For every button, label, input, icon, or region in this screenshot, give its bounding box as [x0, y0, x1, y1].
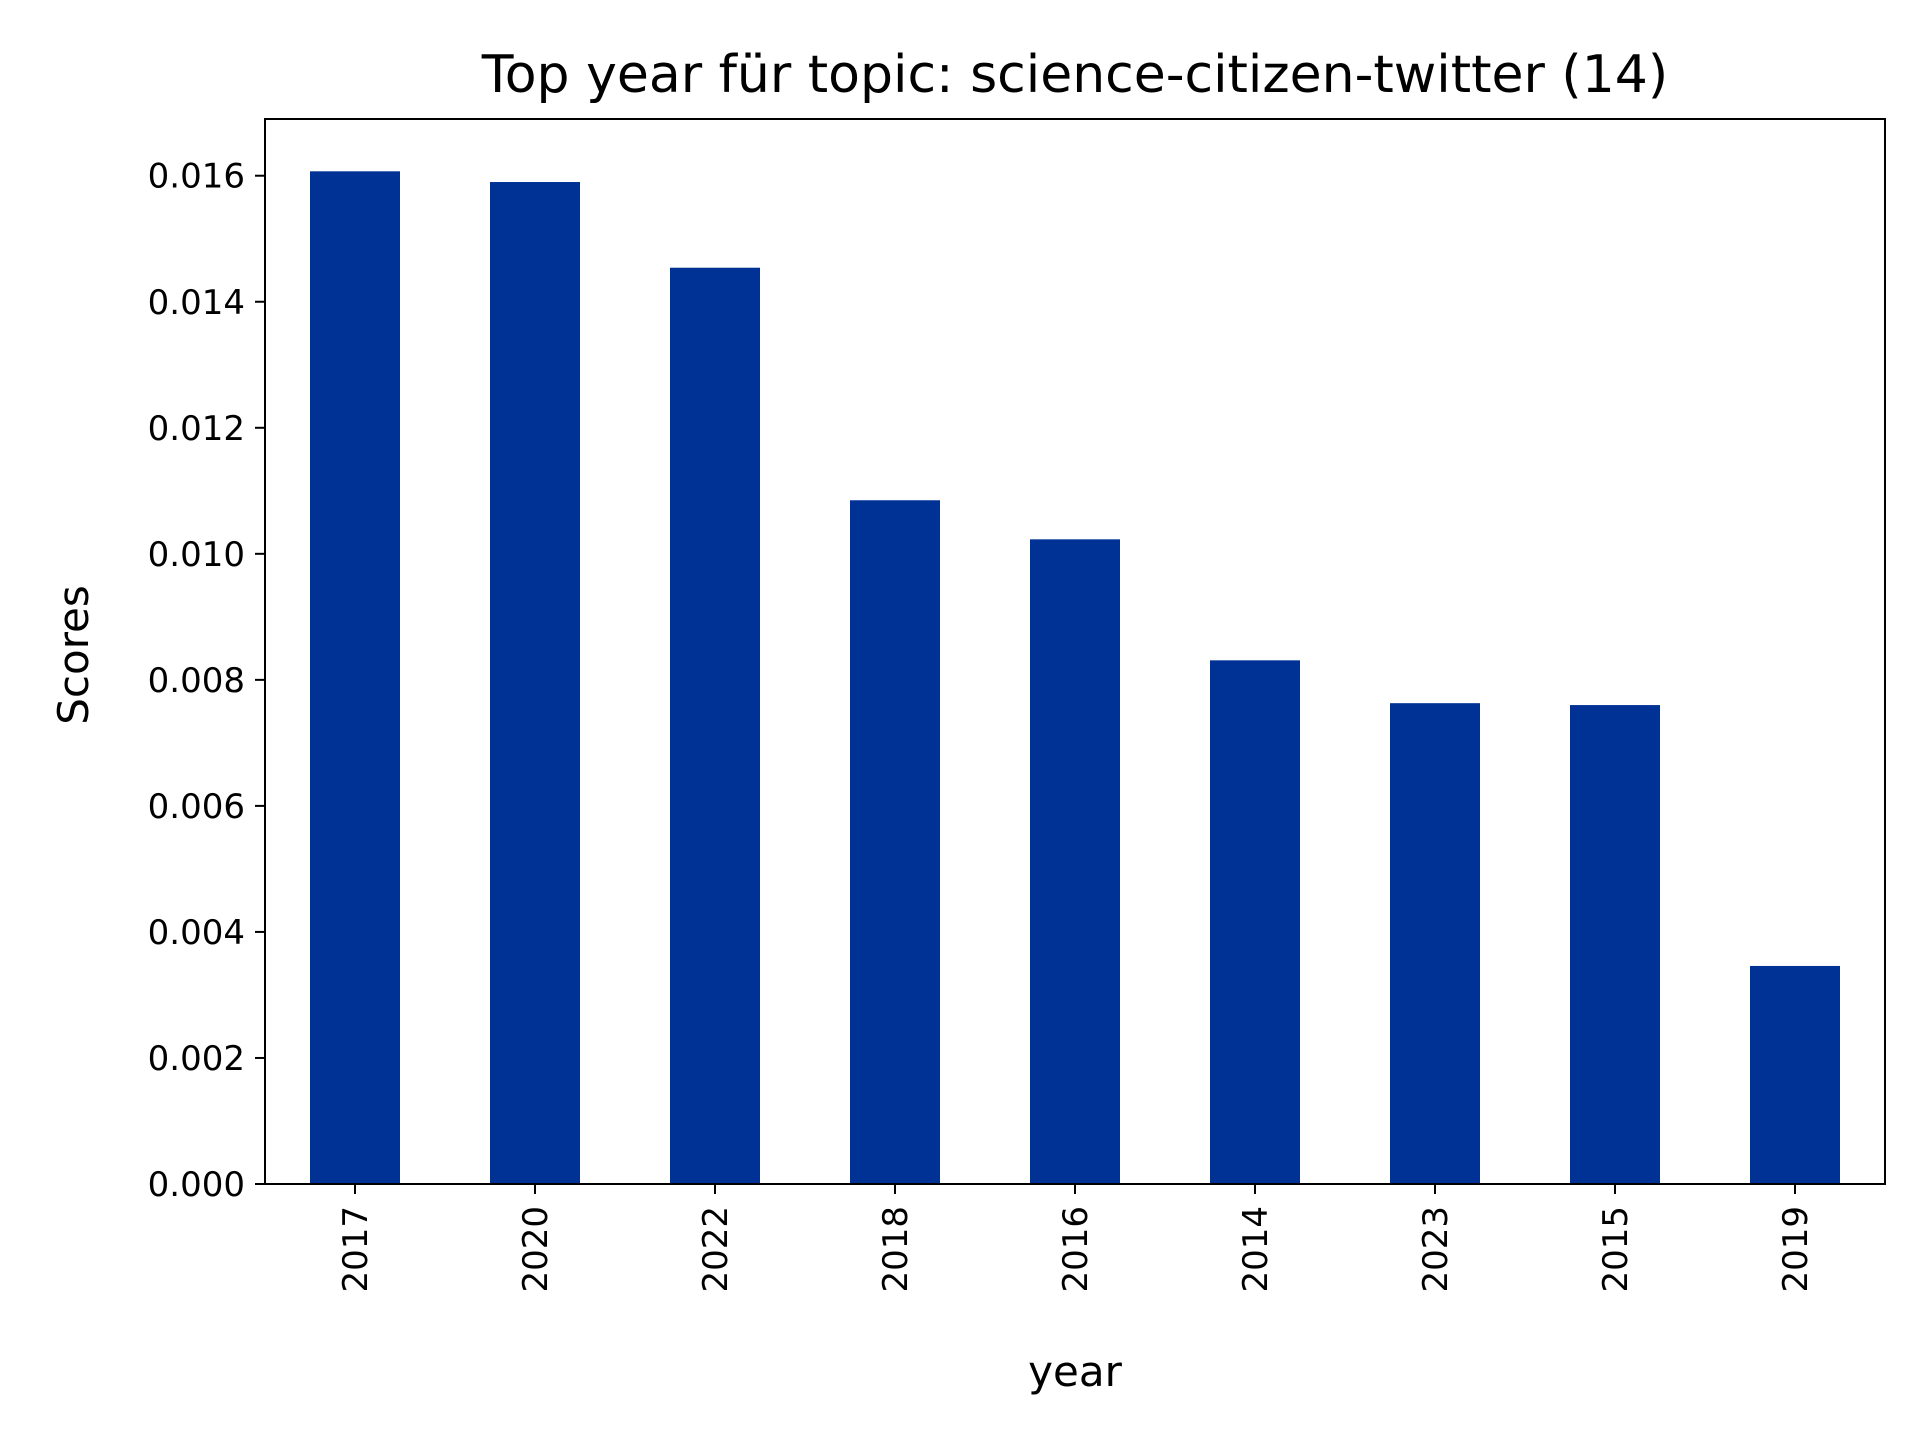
y-tick-label-2: 0.004	[148, 913, 245, 953]
x-tick-label-2017: 2017	[336, 1206, 376, 1293]
bar-2014	[1210, 660, 1300, 1184]
y-tick-label-8: 0.016	[148, 157, 245, 197]
y-axis-label: Scores	[49, 585, 98, 725]
y-tick-label-0: 0.000	[148, 1165, 245, 1205]
x-axis-label: year	[1028, 1347, 1122, 1396]
x-tick-label-2020: 2020	[516, 1206, 556, 1293]
y-axis-ticks: 0.000 0.002 0.004 0.006 0.008 0.010 0.012 0.014…	[148, 157, 265, 1205]
y-tick-label-4: 0.008	[148, 661, 245, 701]
x-tick-label-2018: 2018	[876, 1206, 916, 1293]
y-tick-label-1: 0.002	[148, 1039, 245, 1079]
chart-title: Top year für topic: science-citizen-twit…	[481, 45, 1668, 105]
bar-2019	[1750, 965, 1840, 1184]
y-tick-label-6: 0.012	[148, 409, 245, 449]
bar-2017	[310, 171, 400, 1184]
x-tick-label-2019: 2019	[1776, 1206, 1816, 1293]
bars-layer	[310, 171, 1840, 1184]
bar-2022	[670, 267, 760, 1184]
x-tick-label-2022: 2022	[696, 1206, 736, 1293]
y-tick-label-5: 0.010	[148, 535, 245, 575]
bar-2023	[1390, 703, 1480, 1184]
x-axis-ticks: 2017 2020 2022 2018 2016 2014 2023 2015 2019	[336, 1184, 1816, 1293]
bar-2015	[1570, 705, 1660, 1184]
x-tick-label-2015: 2015	[1596, 1206, 1636, 1293]
x-tick-label-2014: 2014	[1236, 1206, 1276, 1293]
y-tick-label-3: 0.006	[148, 787, 245, 827]
bar-2018	[850, 500, 940, 1184]
x-tick-label-2023: 2023	[1416, 1206, 1456, 1293]
bar-2020	[490, 182, 580, 1184]
bar-2016	[1030, 539, 1120, 1184]
plot-area-frame	[264, 118, 1886, 1185]
y-tick-label-7: 0.014	[148, 283, 245, 323]
x-tick-label-2016: 2016	[1056, 1206, 1096, 1293]
